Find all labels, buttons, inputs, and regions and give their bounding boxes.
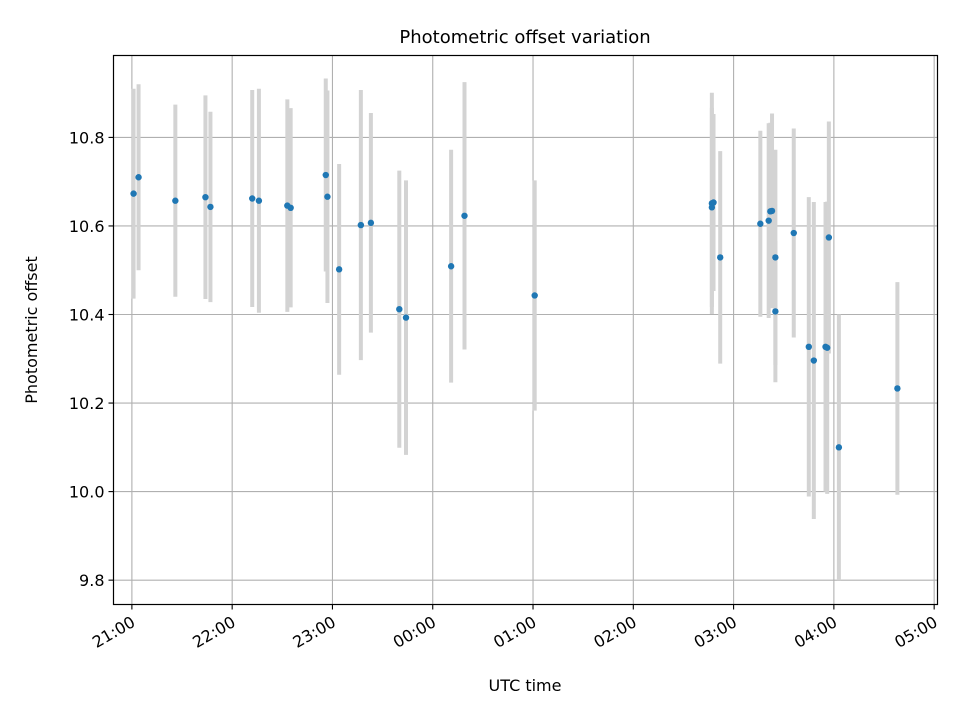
x-tick-label: 01:00 [490, 612, 539, 652]
data-point [367, 219, 375, 227]
x-tick-label: 02:00 [590, 612, 639, 652]
data-point [765, 217, 772, 224]
data-point [287, 204, 294, 212]
data-point [894, 385, 901, 392]
data-point [461, 212, 468, 219]
data-point [249, 195, 256, 202]
x-tick-label: 03:00 [691, 612, 740, 652]
data-point [708, 204, 716, 211]
data-point [823, 344, 831, 351]
y-tick-label: 10.8 [69, 128, 105, 147]
errorbar-layer [131, 78, 900, 581]
data-point [255, 197, 263, 204]
y-tick-label: 10.6 [69, 217, 105, 236]
x-axis: 21:00 22:00 23:00 00:00 01:00 02:00 03:00 04:00… [89, 604, 941, 652]
data-point [357, 221, 365, 229]
data-point [805, 343, 813, 351]
data-point [768, 207, 776, 215]
data-point [130, 190, 137, 197]
data-point [717, 254, 724, 261]
chart-title: Photometric offset variation [399, 27, 650, 48]
plot-frame [112, 54, 939, 606]
data-point [207, 203, 214, 211]
data-point [757, 220, 764, 227]
data-point [772, 254, 779, 261]
data-point [324, 193, 331, 200]
y-axis-label: Photometric offset [22, 256, 41, 404]
data-point [772, 308, 779, 315]
data-point [135, 174, 142, 181]
y-tick-label: 10.4 [69, 306, 105, 325]
x-tick-label: 00:00 [390, 612, 439, 652]
data-point [172, 197, 179, 204]
x-tick-label: 21:00 [89, 612, 138, 652]
x-tick-label: 23:00 [290, 612, 339, 652]
data-point [835, 444, 843, 451]
data-point [531, 292, 538, 299]
y-axis: 9.8 10.0 10.2 10.4 10.6 10.8 [69, 128, 114, 590]
y-tick-label: 10.2 [69, 394, 105, 413]
x-tick-label: 04:00 [791, 612, 840, 652]
data-point [322, 171, 329, 179]
data-point [396, 305, 403, 313]
data-point [710, 199, 717, 206]
x-tick-label: 05:00 [891, 612, 940, 652]
data-point [790, 229, 797, 237]
data-point [810, 357, 818, 364]
data-point [335, 266, 343, 273]
y-tick-label: 10.0 [69, 483, 105, 502]
data-point [447, 263, 455, 270]
y-tick-label: 9.8 [79, 571, 104, 590]
point-layer [130, 171, 901, 451]
x-tick-label: 22:00 [189, 612, 238, 652]
data-point [202, 193, 209, 201]
x-axis-label: UTC time [489, 676, 562, 695]
data-point [825, 234, 833, 241]
data-point [402, 314, 410, 321]
